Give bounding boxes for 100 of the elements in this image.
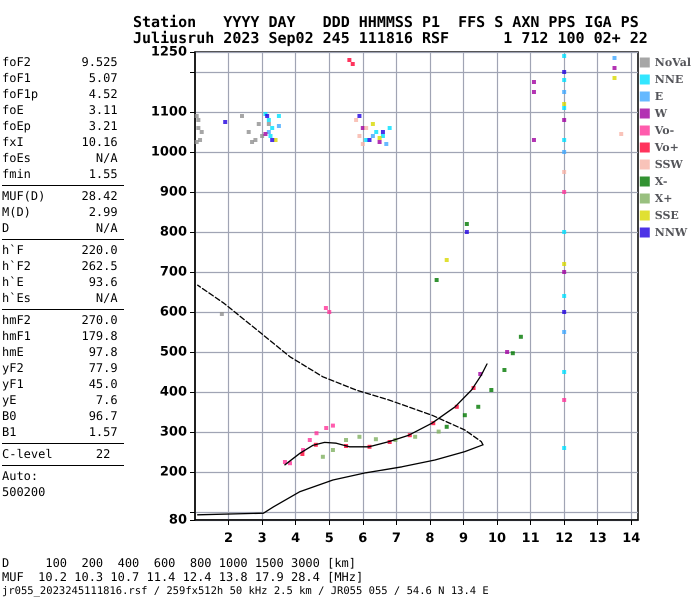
- point: [384, 142, 388, 146]
- point: [562, 370, 566, 374]
- point: [250, 140, 254, 144]
- x-tick-label: 6: [358, 531, 368, 546]
- point: [562, 54, 566, 58]
- point: [260, 134, 264, 138]
- point: [276, 114, 281, 118]
- legend-label: NoVal: [654, 56, 692, 69]
- point: [489, 388, 494, 392]
- point: [505, 350, 510, 354]
- point: [562, 330, 566, 334]
- point: [360, 142, 365, 146]
- point: [436, 430, 441, 434]
- point: [619, 132, 624, 136]
- point: [266, 122, 271, 126]
- point: [263, 132, 268, 136]
- point: [518, 334, 523, 339]
- legend-label: E: [654, 90, 664, 103]
- point: [256, 122, 261, 126]
- point: [368, 138, 372, 142]
- text: Station YYYY DAY DDD HHMMSS P1 FFS S AXN PPS IGA PS Juliusruh 2023 Sep02 245 111816 RSF 1 712 100 02+ 22: [133, 13, 648, 47]
- point: [562, 230, 566, 234]
- point: [246, 130, 251, 134]
- point: [462, 413, 467, 418]
- point: [266, 130, 271, 134]
- point: [194, 114, 199, 118]
- point: [268, 134, 273, 138]
- point: [364, 126, 368, 130]
- point: [220, 312, 224, 316]
- point: [562, 102, 566, 106]
- point: [357, 134, 362, 138]
- point: [347, 58, 352, 62]
- point: [374, 130, 378, 134]
- y-tick-label: 1250: [150, 44, 187, 60]
- point: [434, 278, 439, 282]
- point: [253, 138, 258, 142]
- y-tick-label: 200: [160, 464, 187, 480]
- point: [374, 437, 378, 442]
- point: [612, 66, 617, 70]
- x-tick-label: 2: [224, 531, 234, 546]
- point: [370, 134, 375, 138]
- point: [612, 56, 617, 60]
- point: [370, 122, 375, 126]
- point: [562, 262, 566, 266]
- point: [510, 351, 515, 356]
- point: [388, 126, 392, 130]
- point: [562, 78, 566, 82]
- x-tick-label: 12: [555, 531, 574, 546]
- x-tick-label: 9: [458, 531, 468, 546]
- point: [196, 126, 200, 130]
- x-tick-label: 7: [392, 531, 401, 546]
- point: [562, 446, 566, 450]
- text: D 100 200 400 600 800 1000 1500 3000 [km] MUF 10.2 10.3 10.7 11.4 12.4 13.8 17.9 28.4 [MHz]: [2, 556, 364, 584]
- legend-label: Vo-: [654, 124, 674, 137]
- point: [562, 70, 566, 74]
- point: [198, 138, 202, 142]
- x-tick-label: 5: [324, 531, 334, 546]
- point: [476, 404, 480, 409]
- legend-label: NNW: [654, 226, 688, 239]
- point: [270, 126, 274, 130]
- y-tick-label: 300: [160, 424, 187, 440]
- y-tick-label: 600: [160, 304, 187, 320]
- point: [308, 438, 312, 442]
- point: [380, 130, 385, 134]
- point: [612, 76, 617, 80]
- point: [562, 270, 566, 274]
- legend-label: W: [654, 107, 668, 120]
- point: [502, 368, 506, 372]
- point: [464, 222, 469, 226]
- point: [562, 170, 566, 174]
- text: hmF2 270.0 hmF1 179.8 hmE 97.8 yF2 77.9 yF1 45.0 yE 7.6 B0 96.7 B1 1.57: [2, 310, 124, 444]
- point: [354, 118, 358, 122]
- point: [378, 136, 382, 140]
- point: [196, 118, 200, 122]
- y-tick-label: 400: [160, 384, 187, 400]
- point: [413, 434, 418, 439]
- point: [444, 424, 449, 429]
- point: [562, 398, 566, 402]
- legend-label: SSE: [654, 209, 679, 222]
- point: [562, 90, 566, 94]
- x-tick-label: 10: [488, 531, 506, 546]
- point: [320, 454, 325, 459]
- legend-label: SSW: [654, 158, 684, 171]
- text: C-level 22: [2, 444, 124, 466]
- legend-label: Vo+: [654, 141, 679, 154]
- point: [532, 138, 536, 142]
- point: [444, 258, 449, 262]
- point: [532, 90, 536, 94]
- point: [562, 190, 566, 194]
- y-tick-label: 700: [160, 264, 187, 280]
- point: [276, 124, 281, 128]
- point: [380, 134, 385, 138]
- point: [357, 114, 362, 118]
- y-tick-label: 500: [160, 344, 187, 360]
- legend-label: NNE: [654, 73, 684, 86]
- point: [532, 80, 536, 84]
- x-tick-label: 14: [622, 531, 640, 546]
- point: [562, 310, 566, 314]
- text: foF2 9.525 foF1 5.07 foF1p 4.52 foE 3.11 foEp 3.21 fxI 10.16 foEs N/A fmin 1.55: [2, 52, 124, 186]
- y-tick-label: 1100: [150, 104, 187, 120]
